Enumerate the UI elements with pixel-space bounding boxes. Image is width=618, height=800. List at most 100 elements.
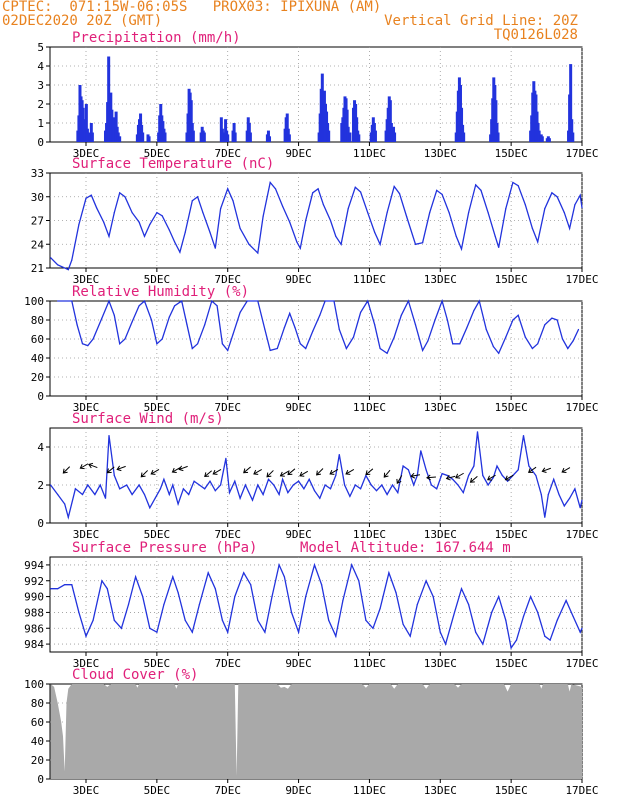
series-point: [149, 507, 151, 509]
series-point: [174, 241, 176, 243]
x-tick-label: 11DEC: [353, 784, 386, 797]
precip-bar: [107, 56, 111, 142]
series-point: [441, 193, 443, 195]
series-point: [85, 197, 87, 199]
precip-bar: [84, 104, 88, 142]
wind-arrow: [299, 470, 309, 477]
series-point: [395, 592, 397, 594]
series-point: [370, 484, 372, 486]
x-tick-label: 7DEC: [214, 401, 241, 414]
wind-arrow: [116, 465, 126, 472]
precip-bar: [496, 132, 500, 142]
series-point: [221, 343, 223, 345]
series-point: [234, 480, 236, 482]
wind-arrow: [528, 466, 537, 473]
wind-arrow: [316, 468, 324, 476]
y-tick-label: 30: [31, 191, 44, 204]
series-point: [558, 493, 560, 496]
series-point: [225, 457, 227, 459]
series-point: [574, 488, 576, 490]
series-point: [468, 603, 470, 606]
wind-arrow-shaft: [365, 468, 374, 475]
x-tick-label: 7DEC: [214, 657, 241, 670]
x-tick-label: 13DEC: [424, 401, 457, 414]
series-point: [374, 231, 376, 233]
wind-arrow-head: [243, 468, 249, 474]
x-tick-label: 9DEC: [285, 273, 312, 286]
x-tick-label: 9DEC: [285, 147, 312, 160]
series-point: [232, 200, 234, 202]
series-point: [360, 311, 362, 313]
series-point: [530, 596, 532, 598]
panel-title: Surface Temperature (nC): [72, 156, 274, 172]
wind-arrow-shaft: [396, 475, 403, 484]
precip-bar: [141, 132, 145, 142]
series-point: [319, 497, 321, 499]
wind-arrow-shaft: [243, 466, 251, 474]
series-point: [581, 627, 583, 629]
series-point: [296, 241, 298, 243]
series-point: [92, 338, 94, 340]
series-point: [468, 212, 470, 214]
series-point: [574, 204, 576, 206]
precip-bar: [147, 136, 151, 142]
series-point: [131, 493, 133, 496]
series-point: [338, 328, 340, 331]
series-point: [207, 572, 209, 574]
x-tick-label: 11DEC: [353, 147, 386, 160]
series-point: [354, 186, 356, 188]
precip-bar: [285, 113, 289, 142]
x-tick-label: 5DEC: [144, 273, 171, 286]
x-tick-label: 15DEC: [495, 401, 528, 414]
series-point: [197, 343, 199, 345]
x-tick-label: 9DEC: [285, 401, 312, 414]
precip-bar: [462, 132, 466, 142]
wind-arrow: [410, 472, 421, 479]
series-point: [299, 247, 301, 249]
series-point: [388, 572, 390, 574]
precip-bar: [388, 100, 392, 142]
series-point: [227, 631, 229, 633]
series-point: [522, 435, 525, 437]
series-point: [422, 349, 424, 351]
precip-bar: [346, 126, 350, 142]
series-point: [177, 592, 179, 594]
wind-arrow-head: [426, 474, 431, 481]
x-tick-label: 7DEC: [214, 528, 241, 541]
series-point: [269, 181, 271, 184]
series-point: [163, 603, 165, 606]
wind-arrow-head: [410, 472, 416, 479]
series-point: [90, 194, 92, 196]
series-point: [425, 469, 427, 471]
series-point: [352, 336, 355, 338]
series-point: [305, 596, 307, 598]
wind-arrow-shaft: [505, 474, 514, 481]
series-point: [138, 484, 140, 486]
series-point: [227, 349, 229, 351]
wind-arrow-head: [266, 472, 272, 478]
series-point: [322, 204, 324, 206]
series-point: [131, 212, 133, 214]
series-point: [422, 242, 424, 244]
x-tick-label: 9DEC: [285, 657, 312, 670]
series-point: [473, 309, 475, 312]
series-point: [367, 212, 369, 214]
series-point: [501, 474, 503, 477]
wind-arrow-shaft: [88, 463, 98, 469]
x-tick-label: 13DEC: [424, 147, 457, 160]
y-tick-label: 100: [24, 295, 44, 308]
series-point: [108, 300, 110, 302]
series-point: [81, 343, 84, 345]
series-point: [581, 207, 583, 209]
y-tick-label: 5: [37, 41, 44, 54]
series-point: [379, 607, 381, 610]
wind-arrow: [178, 465, 188, 472]
series-point: [512, 181, 514, 184]
series-point: [535, 474, 537, 477]
series-point: [510, 647, 512, 649]
series-point: [108, 235, 110, 237]
panel-frame: [49, 300, 583, 397]
series-point: [298, 631, 300, 633]
series-point: [50, 257, 52, 259]
series-point: [184, 619, 186, 621]
